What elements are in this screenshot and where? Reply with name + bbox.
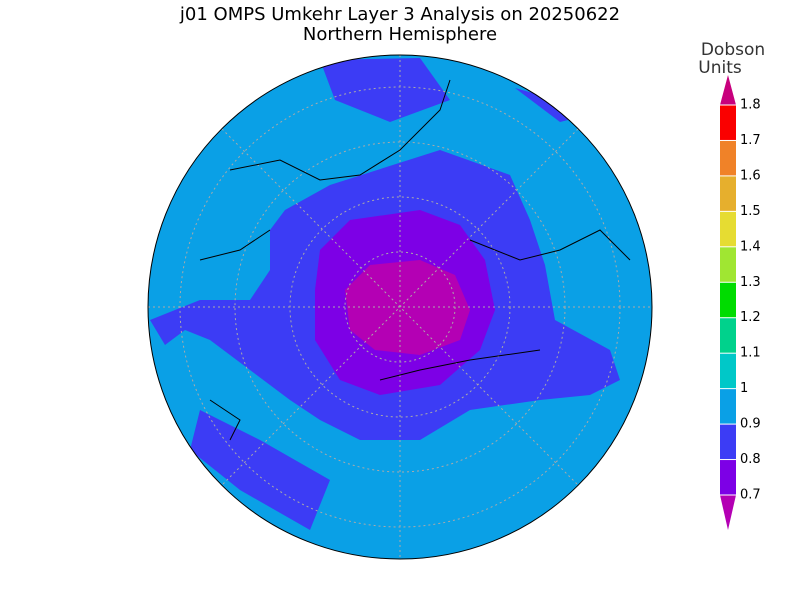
colorbar-segment	[720, 353, 736, 389]
colorbar-label: Units	[698, 58, 742, 78]
colorbar-segment	[720, 388, 736, 425]
colorbar-label: Dobson	[701, 40, 765, 60]
colorbar-tick-label: 1.7	[740, 133, 761, 148]
title: j01 OMPS Umkehr Layer 3 Analysis on 2025…	[179, 4, 620, 25]
colorbar-segment	[720, 424, 736, 460]
colorbar-tick-label: 1.3	[740, 275, 761, 290]
subtitle: Northern Hemisphere	[303, 24, 497, 45]
colorbar-tick-label: 0.7	[740, 488, 761, 503]
map-border	[147, 54, 653, 560]
colorbar-segment	[720, 459, 736, 495]
colorbar-tick-label: 0.9	[740, 417, 761, 432]
colorbar-segment	[720, 105, 736, 141]
colorbar-tick-label: 1.5	[740, 204, 761, 219]
colorbar-extend	[720, 75, 736, 105]
colorbar-segment	[720, 175, 736, 212]
map-region	[320, 58, 450, 122]
colorbar-extend	[720, 495, 736, 530]
colorbar-tick-label: 1.6	[740, 168, 761, 183]
colorbar-segment	[720, 140, 736, 176]
map	[148, 55, 652, 559]
colorbar-segment	[720, 282, 736, 318]
colorbar-tick-label: 1.8	[740, 98, 761, 113]
colorbar-tick-label: 1.4	[740, 239, 761, 254]
colorbar-segment	[720, 317, 736, 354]
colorbar-tick-label: 1.1	[740, 346, 761, 361]
colorbar-tick-label: 0.8	[740, 452, 761, 467]
colorbar-segment	[720, 246, 736, 283]
colorbar-tick-label: 1.2	[740, 310, 761, 325]
colorbar: 0.7 0.8 0.9 1 1.1 1.2 1.3 1.4 1.5 1.6 1.7 1.8	[720, 75, 761, 530]
colorbar-tick-label: 1	[740, 381, 748, 396]
colorbar-segment	[720, 211, 736, 247]
